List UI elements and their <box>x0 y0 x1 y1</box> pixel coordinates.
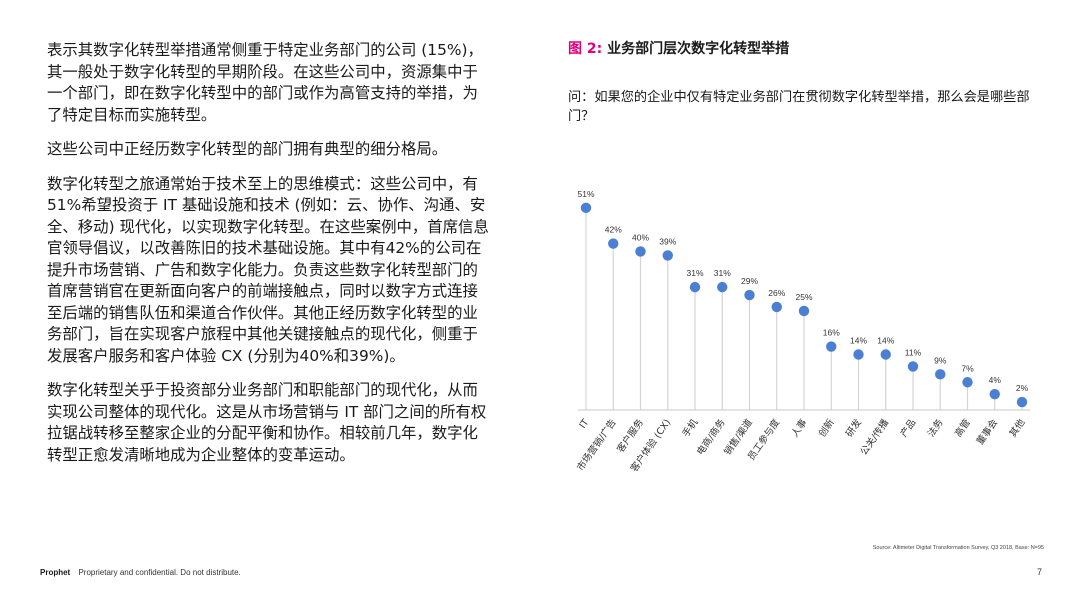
value-label-0: 51% <box>577 189 594 199</box>
value-label-10: 14% <box>850 336 867 346</box>
value-label-15: 4% <box>989 375 1002 385</box>
footer: Prophet Proprietary and confidential. Do… <box>40 568 241 577</box>
value-label-2: 40% <box>632 232 649 242</box>
category-label-9: 创新 <box>816 416 837 439</box>
value-label-7: 26% <box>768 288 785 298</box>
body-text: 表示其数字化转型举措通常侧重于特定业务部门的公司 (15%)，其一般处于数字化转… <box>47 40 492 479</box>
data-point-5 <box>717 281 728 293</box>
category-label-4: 手机 <box>680 416 701 439</box>
value-label-9: 16% <box>823 328 840 338</box>
value-label-14: 7% <box>961 363 974 373</box>
data-point-12 <box>907 361 919 372</box>
data-point-4 <box>689 281 701 293</box>
data-point-9 <box>826 341 837 352</box>
data-point-6 <box>744 289 755 301</box>
category-label-0: IT <box>578 417 592 431</box>
category-label-13: 法务 <box>925 416 946 439</box>
category-label-8: 人事 <box>789 416 810 439</box>
category-label-14: 高管 <box>952 417 973 439</box>
value-label-1: 42% <box>605 225 622 235</box>
data-point-16 <box>1016 396 1028 408</box>
data-point-11 <box>880 349 891 360</box>
value-label-3: 39% <box>659 236 676 246</box>
value-label-12: 11% <box>905 347 922 357</box>
category-label-16: 其他 <box>1007 416 1028 439</box>
data-point-14 <box>962 377 973 388</box>
category-label-11: 公关/传播 <box>858 416 892 457</box>
figure-title-text: 业务部门层次数字化转型举措 <box>607 41 790 57</box>
data-point-7 <box>771 301 782 313</box>
category-label-12: 产品 <box>898 417 919 439</box>
category-label-15: 董事会 <box>974 416 1000 447</box>
paragraph-2: 这些公司中正经历数字化转型的部门拥有典型的细分格局。 <box>47 140 448 158</box>
data-point-3 <box>662 250 673 261</box>
footer-notice: Proprietary and confidential. Do not dis… <box>78 568 241 577</box>
paragraph-3: 数字化转型之旅通常始于技术至上的思维模式：这些公司中，有51%希望投资于 IT … <box>47 174 489 365</box>
data-point-8 <box>798 305 810 317</box>
figure-title: 图 2: 业务部门层次数字化转型举措 <box>568 38 789 58</box>
figure-number: 图 2: <box>568 41 603 57</box>
data-point-13 <box>935 369 946 380</box>
value-label-4: 31% <box>686 268 703 278</box>
data-point-10 <box>853 349 864 360</box>
footer-brand: Prophet <box>40 568 71 577</box>
data-point-0 <box>580 202 592 214</box>
page-number: 7 <box>1036 567 1042 577</box>
value-label-13: 9% <box>934 355 947 365</box>
value-label-16: 2% <box>1016 383 1029 393</box>
survey-question: 问：如果您的企业中仅有特定业务部门在贯彻数字化转型举措，那么会是哪些部门？ <box>568 90 1030 124</box>
data-point-1 <box>608 238 619 249</box>
paragraph-1: 表示其数字化转型举措通常侧重于特定业务部门的公司 (15%)，其一般处于数字化转… <box>47 41 483 124</box>
data-point-15 <box>989 388 1000 400</box>
data-point-2 <box>635 246 646 257</box>
value-label-6: 29% <box>741 276 758 286</box>
category-label-10: 研发 <box>843 416 864 439</box>
paragraph-4: 数字化转型关乎于投资部分业务部门和职能部门的现代化，从而实现公司整体的现代化。这… <box>47 381 487 464</box>
source-note: Source: Altimeter Digital Transformation… <box>872 545 1044 551</box>
value-label-11: 14% <box>877 336 894 346</box>
value-label-5: 31% <box>714 268 731 278</box>
value-label-8: 25% <box>795 292 812 302</box>
